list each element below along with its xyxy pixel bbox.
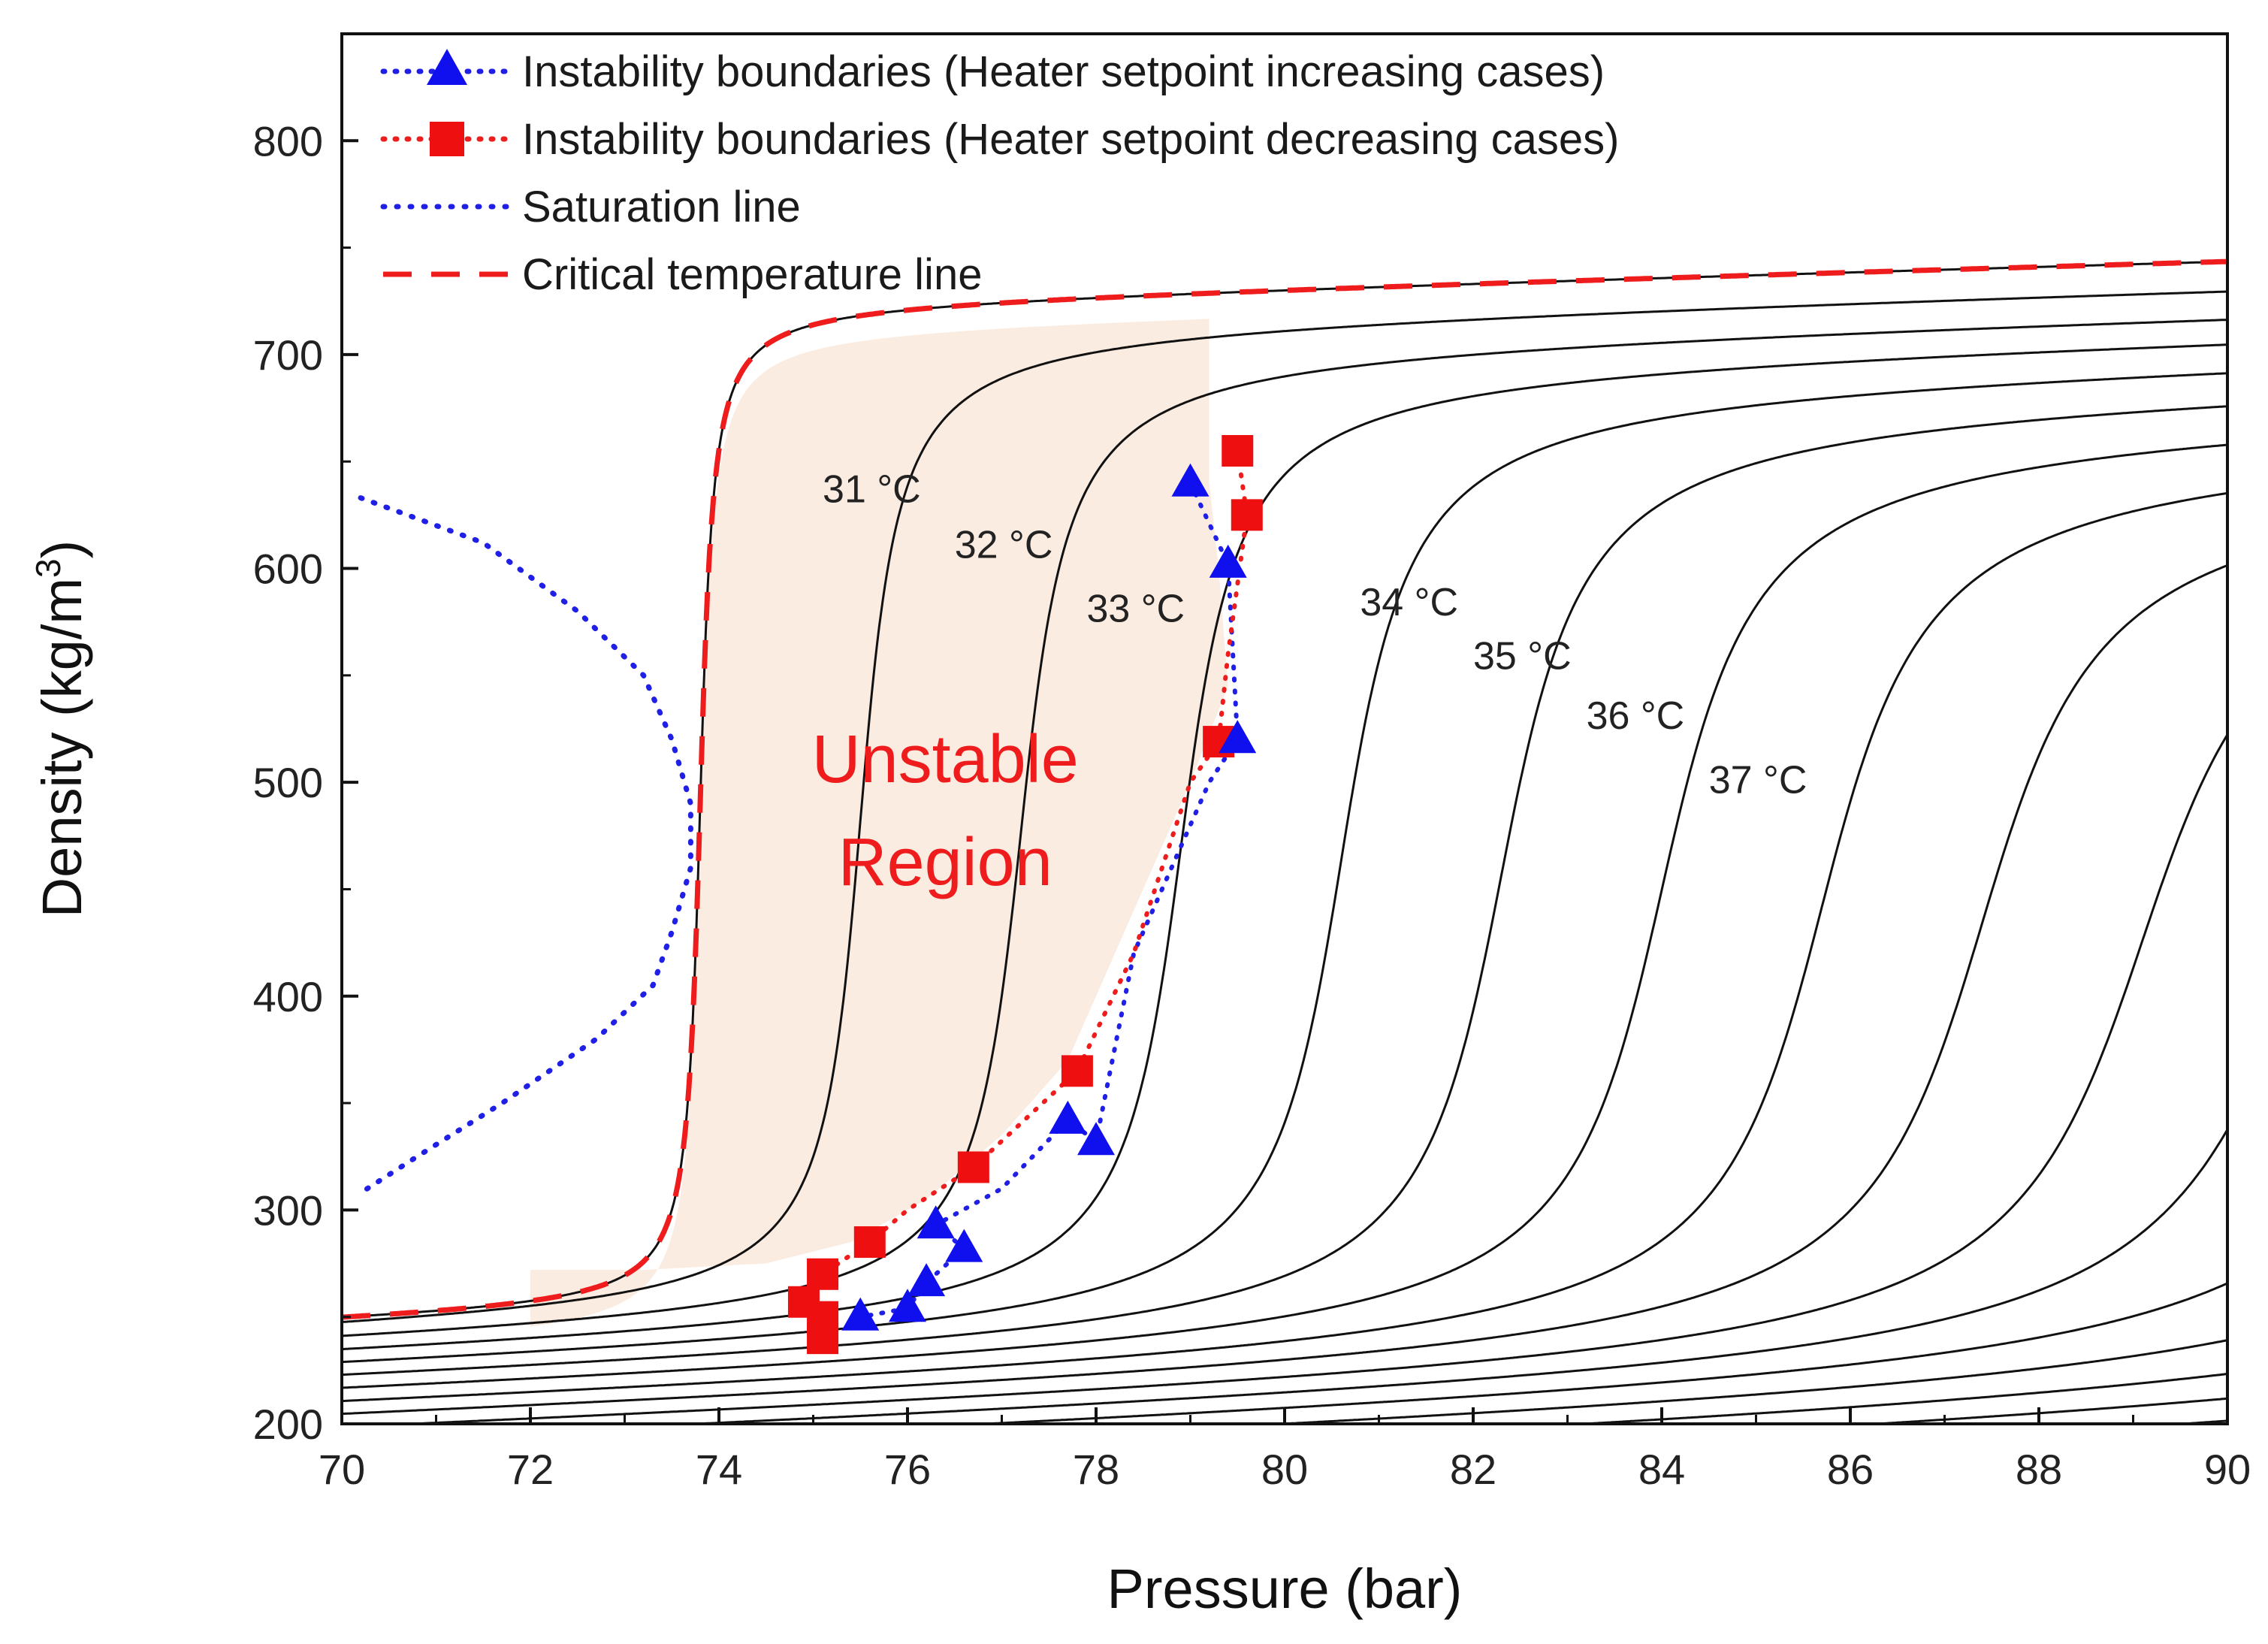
increasing-marker-6 xyxy=(945,1228,983,1262)
decreasing-marker-5 xyxy=(957,1151,989,1183)
x-tick-label-90: 90 xyxy=(2204,1446,2251,1493)
legend-label-increasing: Instability boundaries (Heater setpoint … xyxy=(522,47,1605,96)
y-tick-label-200: 200 xyxy=(253,1401,323,1448)
legend-label-decreasing: Instability boundaries (Heater setpoint … xyxy=(522,115,1619,164)
decreasing-marker-6 xyxy=(853,1226,886,1259)
critical-temperature-line xyxy=(342,258,2227,1320)
y-axis-title-sup: 3 xyxy=(29,558,68,578)
legend-label-critical: Critical temperature line xyxy=(522,250,982,299)
decreasing-marker-7 xyxy=(807,1258,839,1290)
isotherm-12 xyxy=(962,1282,2227,1424)
increasing-marker-7 xyxy=(917,1205,955,1239)
legend-item-critical: Critical temperature line xyxy=(383,250,982,299)
x-tick-label-86: 86 xyxy=(1827,1446,1874,1493)
increasing-marker-9 xyxy=(889,1289,926,1322)
increasing-boundary-markers xyxy=(841,463,1257,1331)
saturation-series xyxy=(358,495,693,1196)
increasing-marker-3 xyxy=(1219,720,1257,754)
y-axis-ticks: 200 300 400 500 600 700 800 xyxy=(253,117,358,1448)
isotherm-label-4: 34 °C xyxy=(1360,581,1458,624)
isotherm-7 xyxy=(342,443,2227,1389)
isotherm-1 xyxy=(342,260,2227,1319)
isotherm-6 xyxy=(342,405,2227,1377)
plot-frame xyxy=(340,32,2229,1425)
increasing-marker-1 xyxy=(1171,463,1209,497)
isotherm-label-2: 32 °C xyxy=(955,523,1053,567)
isotherm-label-1: 31 °C xyxy=(823,467,921,511)
increasing-marker-10 xyxy=(841,1297,880,1331)
isotherm-8 xyxy=(342,491,2227,1403)
y-tick-label-700: 700 xyxy=(253,331,323,379)
legend-item-increasing: Instability boundaries (Heater setpoint … xyxy=(380,47,1605,96)
legend-square-icon xyxy=(430,122,464,156)
isotherm-5 xyxy=(342,372,2227,1364)
x-axis-ticks: 70 72 74 76 78 80 82 84 86 88 90 xyxy=(319,1407,2251,1493)
decreasing-marker-4 xyxy=(1061,1055,1093,1087)
y-tick-label-500: 500 xyxy=(253,759,323,806)
critical-temperature-series xyxy=(342,258,2227,1320)
y-tick-label-800: 800 xyxy=(253,117,323,165)
increasing-marker-2 xyxy=(1209,544,1247,578)
unstable-region-fill xyxy=(530,319,1228,1327)
x-axis-title: Pressure (bar) xyxy=(1107,1558,1463,1620)
x-tick-label-74: 74 xyxy=(696,1446,742,1493)
isotherm-11 xyxy=(673,1129,2227,1424)
decreasing-marker-1 xyxy=(1222,435,1254,467)
isotherm-9 xyxy=(342,564,2227,1416)
isotherm-3 xyxy=(342,319,2227,1337)
isotherm-label-5: 35 °C xyxy=(1473,634,1572,678)
x-tick-label-70: 70 xyxy=(319,1446,365,1493)
increasing-marker-4 xyxy=(1049,1100,1087,1134)
y-tick-label-600: 600 xyxy=(253,545,323,593)
decreasing-marker-10 xyxy=(807,1322,839,1355)
isotherm-14 xyxy=(1564,1373,2227,1424)
region-label-line2: Region xyxy=(838,825,1052,900)
isotherm-2 xyxy=(342,290,2227,1323)
isotherm-label-6: 36 °C xyxy=(1587,694,1685,738)
legend-item-saturation: Saturation line xyxy=(380,183,801,231)
legend-label-saturation: Saturation line xyxy=(522,183,801,231)
x-tick-label-82: 82 xyxy=(1450,1446,1496,1493)
isotherm-labels: 31 °C 32 °C 33 °C 34 °C 35 °C 36 °C 37 °C xyxy=(823,467,1807,802)
x-tick-label-72: 72 xyxy=(507,1446,554,1493)
isotherm-15 xyxy=(1859,1397,2227,1424)
x-tick-label-84: 84 xyxy=(1638,1446,1685,1493)
isotherm-10 xyxy=(387,733,2227,1424)
isotherm-curves xyxy=(342,260,2227,1424)
decreasing-marker-2 xyxy=(1231,499,1263,531)
y-tick-label-400: 400 xyxy=(253,973,323,1020)
unstable-region xyxy=(530,319,1228,1327)
y-axis-title-main: Density (kg/m xyxy=(31,578,93,917)
x-tick-label-76: 76 xyxy=(884,1446,931,1493)
x-tick-label-88: 88 xyxy=(2016,1446,2062,1493)
y-axis-title: Density (kg/m3) xyxy=(29,540,93,918)
isotherm-label-7: 37 °C xyxy=(1709,758,1807,802)
x-tick-label-80: 80 xyxy=(1261,1446,1308,1493)
legend-item-decreasing: Instability boundaries (Heater setpoint … xyxy=(380,115,1619,164)
decreasing-boundary-markers xyxy=(787,435,1263,1355)
legend: Instability boundaries (Heater setpoint … xyxy=(380,47,1619,299)
isotherm-4 xyxy=(342,343,2227,1351)
region-label-line1: Unstable xyxy=(812,722,1079,797)
y-tick-label-300: 300 xyxy=(253,1186,323,1234)
increasing-marker-5 xyxy=(1077,1122,1115,1156)
legend-triangle-icon xyxy=(427,49,467,85)
x-tick-label-78: 78 xyxy=(1073,1446,1119,1493)
increasing-marker-8 xyxy=(908,1263,946,1297)
saturation-line xyxy=(358,495,693,1196)
y-axis-title-tail: ) xyxy=(31,540,93,559)
isotherm-label-3: 33 °C xyxy=(1086,588,1185,631)
